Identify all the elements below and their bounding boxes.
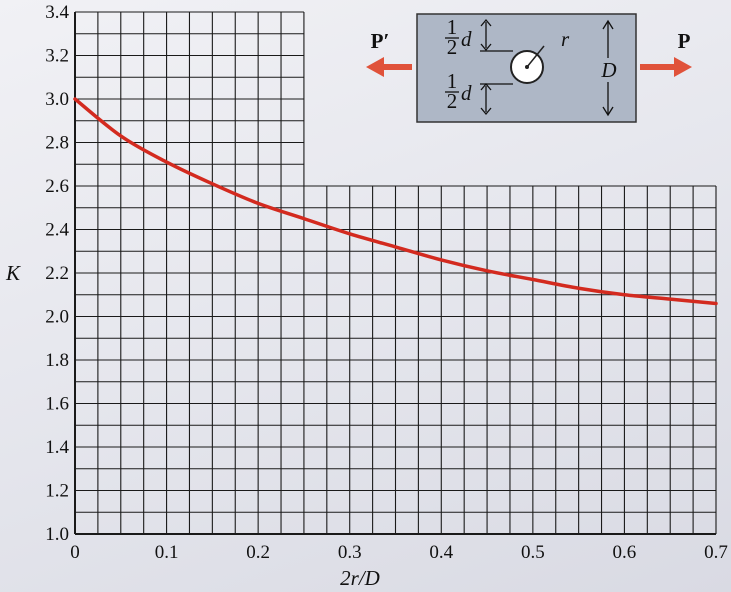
x-tick-label: 0.3 (338, 542, 362, 563)
load-right-label: P (678, 29, 691, 53)
x-tick-label: 0.2 (246, 542, 270, 563)
load-arrow-left-head (366, 57, 384, 77)
load-left-label: P′ (371, 29, 390, 53)
y-tick-label: 1.2 (45, 481, 69, 502)
radius-leader (526, 45, 545, 68)
half-d-top-arrowhead-down (480, 43, 492, 52)
width-label: D (600, 58, 616, 82)
x-tick-label: 0.7 (704, 542, 728, 563)
hole-center (525, 65, 529, 69)
half-d-bottom-label: d (461, 81, 472, 105)
half-d-top-arrowhead-up (480, 18, 492, 27)
x-tick-label: 0 (70, 542, 80, 563)
half-d-top-label: d (461, 27, 472, 51)
y-tick-labels: 1.0 1.2 1.4 1.6 1.8 2.0 2.2 2.4 2.6 2.8 3.0 3.2 3.4 (45, 2, 69, 545)
y-tick-label: 2.4 (45, 220, 69, 241)
load-arrow-right-head (674, 57, 692, 77)
radius-label: r (561, 27, 570, 51)
half-d-bottom-numerator: 1 (447, 69, 458, 93)
half-d-bottom-denominator: 2 (447, 89, 458, 113)
y-tick-label: 1.4 (45, 437, 69, 458)
y-tick-label: 2.6 (45, 176, 69, 197)
y-tick-label: 1.6 (45, 394, 69, 415)
half-d-bottom-arrowhead-down (480, 107, 492, 116)
y-tick-label: 3.0 (45, 89, 69, 110)
width-label-backdrop (596, 58, 622, 82)
x-tick-label: 0.5 (521, 542, 545, 563)
x-tick-label: 0.6 (613, 542, 637, 563)
plate-diagram: r 1 2 d 1 2 d D (366, 13, 692, 123)
grid (74, 11, 717, 535)
y-axis-label: K (5, 261, 21, 285)
curve-layer (73, 97, 718, 306)
y-tick-label: 2.8 (45, 133, 69, 154)
width-arrowhead-down (602, 106, 614, 117)
width-arrowhead-up (602, 19, 614, 30)
y-tick-label: 1.8 (45, 350, 69, 371)
half-d-top-numerator: 1 (447, 15, 458, 39)
y-tick-label: 3.2 (45, 46, 69, 67)
y-tick-label: 2.2 (45, 263, 69, 284)
y-tick-label: 1.0 (45, 524, 69, 545)
x-tick-label: 0.4 (429, 542, 453, 563)
half-d-top-denominator: 2 (447, 35, 458, 59)
x-tick-labels: 0 0.1 0.2 0.3 0.4 0.5 0.6 0.7 (70, 542, 728, 563)
y-tick-label: 2.0 (45, 307, 69, 328)
x-axis-label: 2r/D (340, 566, 380, 590)
y-tick-label: 3.4 (45, 2, 69, 23)
x-tick-label: 0.1 (155, 542, 179, 563)
